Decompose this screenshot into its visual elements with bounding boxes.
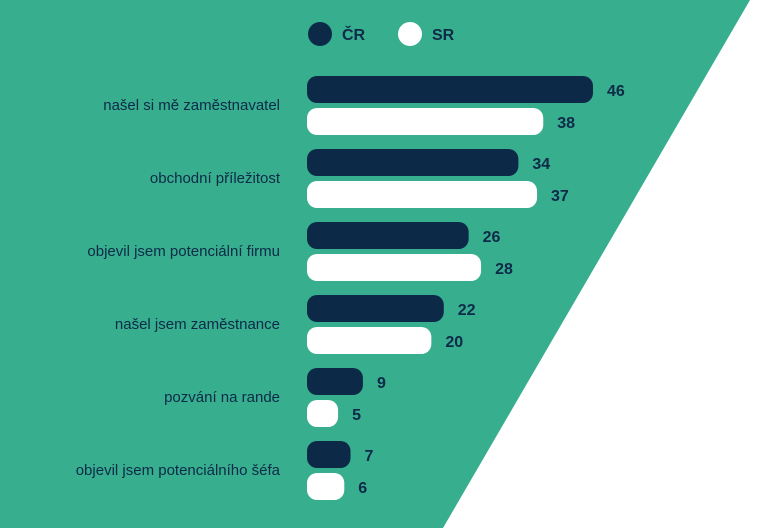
value-label-cr: 46 [607,83,625,100]
bar-cr [307,441,351,468]
bars [307,76,593,500]
value-label-cr: 34 [532,156,550,173]
bar-sr [307,327,432,354]
legend-label-cr: ČR [342,25,366,44]
bar-cr [307,76,593,103]
legend-marker-cr [308,22,332,46]
value-label-cr: 7 [365,448,374,465]
value-label-cr: 9 [377,375,386,392]
value-label-sr: 37 [551,188,569,205]
bar-sr [307,108,544,135]
value-label-cr: 22 [458,302,476,319]
category-label: obchodní příležitost [150,170,281,187]
value-label-sr: 38 [557,115,575,132]
bar-sr [307,473,345,500]
value-label-cr: 26 [483,229,501,246]
bar-sr [307,181,538,208]
value-label-sr: 5 [352,407,361,424]
category-label: našel jsem zaměstnance [115,316,280,333]
value-label-sr: 28 [495,261,513,278]
legend: ČR SR [308,22,455,46]
category-label: pozvání na rande [164,389,280,406]
value-label-sr: 20 [445,334,463,351]
bar-cr [307,149,519,176]
category-label: objevil jsem potenciálního šéfa [76,462,281,479]
category-labels: našel si mě zaměstnavatel obchodní příle… [76,97,281,479]
bar-cr [307,368,363,395]
category-label: našel si mě zaměstnavatel [103,97,280,114]
bar-cr [307,295,444,322]
bar-sr [307,254,482,281]
category-label: objevil jsem potenciální firmu [87,243,280,260]
bar-sr [307,400,339,427]
bar-cr [307,222,469,249]
legend-marker-sr [398,22,422,46]
value-label-sr: 6 [358,480,367,497]
legend-label-sr: SR [432,27,455,44]
